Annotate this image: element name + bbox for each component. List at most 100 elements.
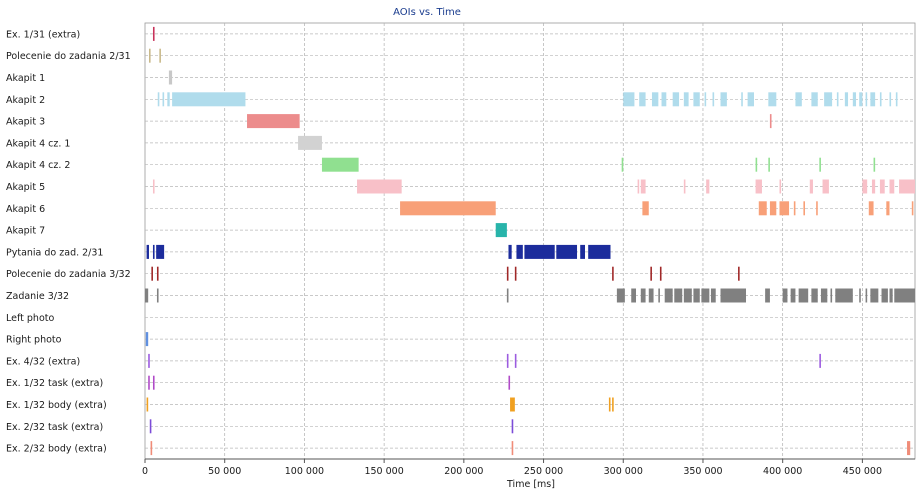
aoi-segment xyxy=(881,288,888,303)
aoi-segment xyxy=(779,179,782,194)
aoi-segment xyxy=(889,92,892,107)
row-label: Left photo xyxy=(6,313,54,324)
aoi-segment xyxy=(661,92,667,107)
aoi-segment xyxy=(612,397,614,412)
aoi-segment xyxy=(247,114,300,129)
x-axis: 0 50 000 100 000 150 000 200 000 250 000 300 0… xyxy=(142,458,915,477)
aoi-segment xyxy=(889,288,893,303)
aoi-segment xyxy=(524,244,555,259)
aoi-segment xyxy=(819,353,821,368)
aoi-segment xyxy=(693,288,700,303)
aoi-segment xyxy=(495,223,507,238)
row-labels: Ex. 1/31 (extra) Polecenie do zadania 2/3… xyxy=(6,29,131,454)
aoi-segment xyxy=(859,288,861,303)
aoi-segment xyxy=(659,266,662,281)
aoi-segment xyxy=(608,397,611,412)
x-tick-label: 50 000 xyxy=(208,466,241,477)
x-tick-label: 450 000 xyxy=(843,466,882,477)
aoi-segment xyxy=(706,179,710,194)
aoi-segment xyxy=(879,92,882,107)
x-axis-label: Time [ms] xyxy=(506,479,555,490)
row-label: Right photo xyxy=(6,335,62,346)
aoi-segment xyxy=(768,92,777,107)
row-label: Akapit 2 xyxy=(6,95,45,106)
aoi-segment xyxy=(152,244,155,259)
aoi-segment xyxy=(612,266,614,281)
aoi-segment xyxy=(508,244,512,259)
aoi-segment xyxy=(580,244,585,259)
aoi-segment xyxy=(588,244,611,259)
aoi-segment xyxy=(701,288,710,303)
aoi-segment xyxy=(816,201,818,216)
aoi-segment xyxy=(151,266,153,281)
aoi-segment xyxy=(712,92,715,107)
aoi-segment xyxy=(506,353,509,368)
aoi-segment xyxy=(162,92,165,107)
aoi-segment xyxy=(720,288,747,303)
row-label: Akapit 4 cz. 1 xyxy=(6,138,70,149)
aoi-segment xyxy=(755,157,758,172)
aoi-segment xyxy=(400,201,496,216)
aoi-segment xyxy=(793,201,796,216)
aoi-segment xyxy=(683,179,686,194)
x-tick-label: 200 000 xyxy=(444,466,483,477)
rows xyxy=(145,26,915,456)
aoi-segment xyxy=(152,375,155,390)
row-label: Akapit 5 xyxy=(6,182,45,193)
x-tick-label: 250 000 xyxy=(524,466,563,477)
aoi-segment xyxy=(510,397,515,412)
aoi-segment xyxy=(156,244,165,259)
row-label: Ex. 1/32 task (extra) xyxy=(6,378,103,389)
aoi-segment xyxy=(672,92,680,107)
aoi-segment xyxy=(830,288,833,303)
aoi-segment xyxy=(747,92,754,107)
row-label: Zadanie 3/32 xyxy=(6,291,69,302)
aoi-segment xyxy=(648,288,654,303)
aoi-segment xyxy=(865,288,868,303)
row-label: Ex. 1/31 (extra) xyxy=(6,29,80,40)
aoi-segment xyxy=(811,288,818,303)
aoi-segment xyxy=(674,288,683,303)
aoi-segment xyxy=(156,288,159,303)
aoi-segment xyxy=(865,92,868,107)
aoi-segment xyxy=(683,288,692,303)
aoi-segment xyxy=(809,179,813,194)
aoi-segment xyxy=(149,419,152,434)
aoi-segment xyxy=(769,201,777,216)
aoi-segment xyxy=(820,288,828,303)
aoi-segment xyxy=(755,179,762,194)
row-label: Akapit 6 xyxy=(6,204,45,215)
aoi-segment xyxy=(819,157,821,172)
aoi-segment xyxy=(514,266,517,281)
aoi-segment xyxy=(506,266,509,281)
x-tick-label: 400 000 xyxy=(763,466,802,477)
plot-frame xyxy=(144,22,916,460)
aoi-segment xyxy=(765,288,770,303)
aoi-segment xyxy=(637,179,640,194)
aoi-segment xyxy=(795,92,802,107)
aoi-segment xyxy=(658,288,660,303)
row-label: Akapit 3 xyxy=(6,117,45,128)
aoi-segment xyxy=(664,288,673,303)
row-label: Ex. 2/32 body (extra) xyxy=(6,444,107,455)
aoi-segment xyxy=(899,179,915,194)
aoi-segment xyxy=(168,70,173,85)
aoi-segment xyxy=(516,244,523,259)
aoi-segment xyxy=(738,266,740,281)
aoi-segment xyxy=(623,92,635,107)
row-label: Akapit 7 xyxy=(6,226,45,237)
aoi-segment xyxy=(640,179,646,194)
aoi-segment xyxy=(879,179,885,194)
row-label: Polecenie do zadania 2/31 xyxy=(6,51,131,62)
aoi-segment xyxy=(811,92,818,107)
aoi-segment xyxy=(835,288,853,303)
aoi-segment xyxy=(159,48,161,63)
aoi-segment xyxy=(824,92,833,107)
aoi-segment xyxy=(870,288,879,303)
row-label: Akapit 1 xyxy=(6,73,45,84)
aoi-segment xyxy=(321,157,359,172)
x-tick-label: 150 000 xyxy=(364,466,403,477)
aoi-segment xyxy=(621,157,624,172)
aoi-segment xyxy=(836,92,839,107)
